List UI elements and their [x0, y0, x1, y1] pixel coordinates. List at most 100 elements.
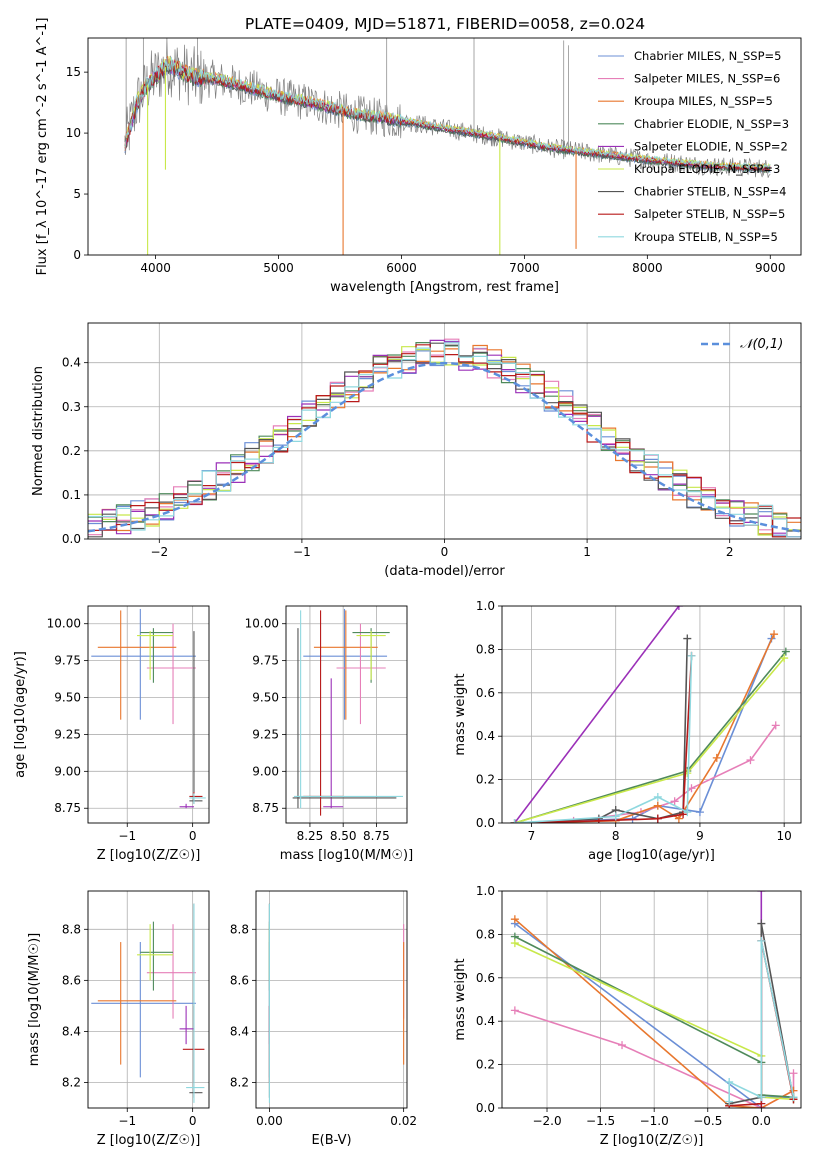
x-tick-label: 0: [441, 545, 449, 559]
y-tick-label: 8.8: [62, 922, 81, 936]
data-point-kroupa_stelib: [725, 1097, 734, 1106]
x-axis-label: Z [log10(Z/Z☉)]: [600, 1133, 704, 1148]
x-tick-label: 7000: [509, 261, 540, 275]
y-tick-label: 9.50: [252, 691, 279, 705]
legend-entry: 𝒩(0,1): [740, 337, 783, 352]
legend-entry: Chabrier ELODIE, N_SSP=3: [634, 117, 789, 131]
data-point-salpeter_miles: [789, 1069, 798, 1078]
x-tick-label: 7: [528, 829, 536, 843]
y-tick-label: 0.2: [476, 1058, 495, 1072]
data-point-chabrier_stelib: [683, 634, 692, 643]
x-tick-label: −1: [293, 545, 311, 559]
y-tick-label: 0.4: [476, 1014, 495, 1028]
data-point-salpeter_miles: [687, 784, 696, 793]
y-tick-label: 0.2: [476, 773, 495, 787]
x-tick-label: −2: [150, 545, 168, 559]
panel-age_vs_mass: 8.25 8.50 8.75 8.75 9.00 9.25 9.50 9.75 10.00 mas…: [245, 605, 413, 863]
data-point-chabrier_stelib: [757, 919, 766, 928]
model-spectrum-kroupa_stelib: [124, 56, 771, 170]
panel-mass_weight_vs_age: 7 8 9 10 0.0 0.2 0.4 0.6 0.8 1.0 age [log10(age/yr…: [453, 599, 802, 863]
y-tick-label: 8.2: [62, 1075, 81, 1089]
axes-frame: [87, 605, 210, 824]
x-axis-label: (data-model)/error: [384, 564, 505, 579]
x-tick-label: 0.02: [390, 1114, 417, 1128]
x-tick-label: −1.0: [640, 1114, 669, 1128]
y-tick-label: 0.8: [476, 642, 495, 656]
x-tick-label: 8: [612, 829, 620, 843]
y-tick-label: 8.2: [230, 1075, 249, 1089]
data-point-chabrier_elodie: [781, 647, 790, 656]
x-axis-label: wavelength [Angstrom, rest frame]: [330, 280, 559, 295]
plot-area-mass_weight_vs_age: [502, 606, 801, 823]
x-tick-label: −2.0: [532, 1114, 561, 1128]
series-line-salpeter_miles: [514, 1009, 795, 1108]
legend-entry: Salpeter ELODIE, N_SSP=2: [634, 139, 788, 153]
x-tick-label: 8000: [632, 261, 663, 275]
axes-frame: [87, 37, 802, 256]
data-point-salpeter_miles: [746, 756, 755, 765]
series-line-chabrier_miles: [514, 638, 773, 823]
panel-age_vs_Z: −1 0 8.75 9.00 9.25 9.50 9.75 10.00 Z [log10(Z/Z…: [13, 605, 210, 863]
plot-area-age_vs_Z: [88, 606, 209, 823]
x-tick-label: −1.5: [586, 1114, 615, 1128]
series-line-chabrier_elodie: [514, 651, 787, 823]
data-point-kroupa_miles: [674, 814, 683, 823]
plot-layer: 4000 5000 6000 7000 8000 9000051015wavelength…: [13, 18, 802, 1148]
data-point-salpeter_elodie: [757, 891, 766, 895]
legend-entry: Kroupa MILES, N_SSP=5: [634, 94, 773, 108]
plot-area-spectrum: [124, 38, 771, 255]
series-line-kroupa_miles: [514, 918, 794, 1108]
y-tick-label: 0.3: [62, 400, 81, 414]
data-point-kroupa_stelib: [789, 1093, 798, 1102]
data-point-kroupa_miles: [712, 753, 721, 762]
data-point-salpeter_stelib: [653, 814, 662, 823]
x-axis-label: Z [log10(Z/Z☉)]: [97, 848, 201, 863]
data-point-kroupa_stelib: [611, 812, 620, 821]
legend-entry: Salpeter STELIB, N_SSP=5: [634, 207, 785, 221]
y-axis-label: Flux [f_λ 10^-17 erg cm^-2 s^-1 A^-1]: [35, 18, 50, 276]
y-tick-label: 5: [73, 187, 81, 201]
axes-frame: [87, 322, 802, 540]
y-tick-label: 8.4: [230, 1024, 249, 1038]
y-tick-label: 0: [73, 248, 81, 262]
data-point-salpeter_miles: [510, 1006, 519, 1015]
y-tick-label: 0.4: [62, 356, 81, 370]
axes-frame: [501, 605, 802, 824]
y-tick-label: 15: [66, 65, 81, 79]
y-tick-label: 9.75: [54, 654, 81, 668]
legend-entry: Kroupa STELIB, N_SSP=5: [634, 230, 778, 244]
y-tick-label: 10.00: [47, 617, 81, 631]
normal-curve: [88, 361, 801, 533]
data-point-salpeter_stelib: [679, 810, 688, 819]
series-line-salpeter_miles: [514, 724, 777, 823]
data-point-salpeter_miles: [670, 797, 679, 806]
axes-frame: [501, 890, 802, 1109]
x-tick-label: 5000: [263, 261, 294, 275]
data-point-kroupa_stelib: [757, 1093, 766, 1102]
legend-entry: Salpeter MILES, N_SSP=6: [634, 72, 780, 86]
histogram-salpeter_elodie: [88, 339, 801, 538]
panel-spectrum: 4000 5000 6000 7000 8000 9000 0 5 10 15 wavelength…: [35, 18, 802, 295]
x-axis-label: age [log10(age/yr)]: [588, 848, 715, 863]
y-tick-label: 0.0: [476, 1101, 495, 1115]
x-tick-label: 6000: [386, 261, 417, 275]
data-point-kroupa_stelib: [683, 808, 692, 817]
y-tick-label: 0.8: [476, 927, 495, 941]
legend-entry: Kroupa ELODIE, N_SSP=3: [634, 162, 780, 176]
x-tick-label: 8.25: [297, 829, 324, 843]
x-tick-label: 0: [189, 1114, 197, 1128]
x-tick-label: −1: [118, 1114, 136, 1128]
data-point-kroupa_miles: [770, 630, 779, 639]
y-tick-label: 9.00: [54, 764, 81, 778]
x-tick-label: 2: [726, 545, 734, 559]
x-axis-label: E(B-V): [311, 1133, 351, 1148]
y-tick-label: 0.0: [476, 816, 495, 830]
x-tick-label: 0.00: [256, 1114, 283, 1128]
y-tick-label: 10: [66, 126, 81, 140]
series-line-salpeter_elodie: [513, 606, 680, 823]
plot-area-residuals: [88, 323, 801, 539]
y-axis-label: mass [log10(M/M☉)]: [27, 933, 42, 1066]
plot-area-age_vs_mass: [286, 606, 407, 823]
y-axis-label: mass weight: [453, 673, 468, 755]
x-tick-label: −0.5: [693, 1114, 722, 1128]
